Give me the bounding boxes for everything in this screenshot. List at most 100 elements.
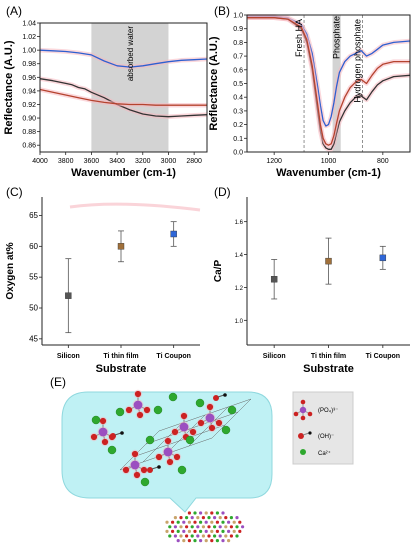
oxygen-atom: [140, 466, 148, 474]
nanocrystal-atom: [224, 534, 228, 538]
nanocrystal-atom: [235, 534, 239, 538]
nanocrystal-atom: [176, 539, 180, 543]
oxygen-atom: [131, 450, 139, 458]
series-error-band: [247, 15, 411, 152]
nanocrystal-atom: [232, 529, 236, 534]
bond: [114, 432, 122, 436]
nanocrystal-atom: [210, 539, 214, 543]
nanocrystal-atom: [179, 534, 183, 538]
calcium-atom: [91, 415, 101, 425]
nanocrystal-atom: [193, 520, 197, 524]
x-tick-label: 3800: [58, 158, 74, 165]
shaded-region-label: Phosphate: [332, 16, 342, 59]
nanocrystal-atom: [165, 529, 169, 534]
y-tick-label: 1.0: [235, 319, 244, 325]
panel-label-e: (E): [50, 375, 66, 389]
oxygen-atom: [134, 390, 142, 398]
nanocrystal-atom: [201, 525, 205, 529]
x-tick-label: 2800: [186, 158, 202, 165]
phosphorus-atom: [179, 422, 189, 432]
nanocrystal-atom: [201, 534, 205, 538]
hydroxide-oxygen: [213, 395, 219, 401]
calcium-atom: [168, 392, 178, 402]
series-line: [39, 49, 208, 68]
y-tick-label: 0.94: [22, 88, 36, 95]
reference-line-label: Fresh HA: [294, 19, 304, 57]
nanocrystal-atom: [238, 520, 242, 524]
y-tick-label: 0.4: [233, 95, 243, 102]
nanocrystal-atom: [173, 516, 177, 520]
nanocrystal-atom: [196, 534, 200, 538]
oxygen-atom: [143, 406, 151, 414]
nanocrystal-atom: [193, 529, 197, 534]
nanocrystal-atom: [207, 516, 211, 520]
phosphorus-atom-icon: [299, 406, 307, 414]
y-tick-label: 0.6: [233, 67, 243, 74]
lattice-line: [158, 398, 252, 432]
nanocrystal-atom: [190, 525, 194, 529]
y-axis-label: Reflectance (A.U.): [208, 36, 220, 130]
hydroxide-oxygen: [110, 433, 116, 439]
y-axis-label: Reflectance (A.U.): [3, 40, 15, 134]
phosphorus-atom: [133, 400, 143, 410]
nanocrystal-atom: [199, 520, 203, 524]
x-tick-label: 3400: [109, 158, 125, 165]
series-error-band: [247, 14, 411, 129]
panel-e-illustration: (PO₄)³⁻ (OH)⁻ Ca²⁺: [61, 389, 354, 543]
x-tick-label: Ti thin film: [311, 353, 346, 360]
calcium-atom: [227, 405, 237, 415]
oxygen-atom: [173, 453, 181, 461]
nanocrystal-atom: [235, 516, 239, 520]
nanocrystal-atom: [204, 511, 208, 515]
calcium-atom-icon: [300, 449, 306, 455]
hydroxide-hydrogen: [223, 393, 227, 397]
oxygen-atom: [166, 458, 174, 466]
nanocrystal-atom: [232, 520, 236, 524]
x-tick-label: Ti Coupon: [156, 353, 190, 360]
y-axis-label: Oxygen at%: [5, 242, 16, 299]
y-tick-label: 0.90: [22, 116, 36, 123]
y-tick-label: 1.0: [233, 13, 243, 20]
overlay-band: [69, 202, 201, 212]
calcium-atom: [221, 425, 231, 435]
x-axis-label: Wavenumber (cm-1): [71, 167, 176, 179]
nanocrystal-cluster: [165, 511, 245, 543]
nanocrystal-atom: [193, 539, 197, 543]
nanocrystal-atom: [221, 539, 225, 543]
nanocrystal-atom: [207, 525, 211, 529]
y-tick-label: 1.2: [235, 286, 244, 292]
nanocrystal-atom: [235, 525, 239, 529]
nanocrystal-atom: [213, 516, 217, 520]
nanocrystal-atom: [168, 525, 172, 529]
y-tick-label: 0.88: [22, 129, 36, 136]
nanocrystal-atom: [173, 534, 177, 538]
y-tick-label: 0.1: [233, 136, 243, 143]
x-tick-label: 4000: [32, 158, 48, 165]
nanocrystal-atom: [179, 516, 183, 520]
calcium-atom: [145, 435, 155, 445]
oxygen-atom: [122, 466, 130, 474]
nanocrystal-atom: [196, 516, 200, 520]
nanocrystal-atom: [227, 520, 231, 524]
y-tick-label: 1.04: [22, 21, 36, 28]
legend-e-calcium-label: Ca²⁺: [318, 450, 331, 457]
nanocrystal-atom: [207, 534, 211, 538]
phosphorus-atom: [98, 427, 108, 437]
chart-b-reflectance-phosphate: 1200 1000 800 0.0 0.1 0.2 0.3 0.4 0.5 0.6 0.7 0.8 0.…: [208, 13, 411, 179]
oxygen-atom: [197, 419, 205, 427]
oxygen-atom: [133, 471, 141, 479]
nanocrystal-atom: [187, 529, 191, 534]
x-tick-label: Ti Coupon: [366, 353, 400, 360]
nanocrystal-atom: [171, 529, 175, 534]
y-tick-label: 0.0: [233, 150, 243, 157]
shaded-region: [91, 23, 169, 152]
nanocrystal-atom: [210, 520, 214, 524]
data-point: [379, 254, 387, 262]
oxygen-atom: [171, 428, 179, 436]
oxygen-atom: [136, 411, 144, 419]
calcium-atom: [185, 435, 195, 445]
y-tick-label: 55: [29, 273, 38, 282]
reference-line-label: Hydrogen phosphate: [352, 19, 362, 103]
y-tick-label: 0.2: [233, 122, 243, 129]
y-tick-label: 1.4: [235, 253, 244, 259]
